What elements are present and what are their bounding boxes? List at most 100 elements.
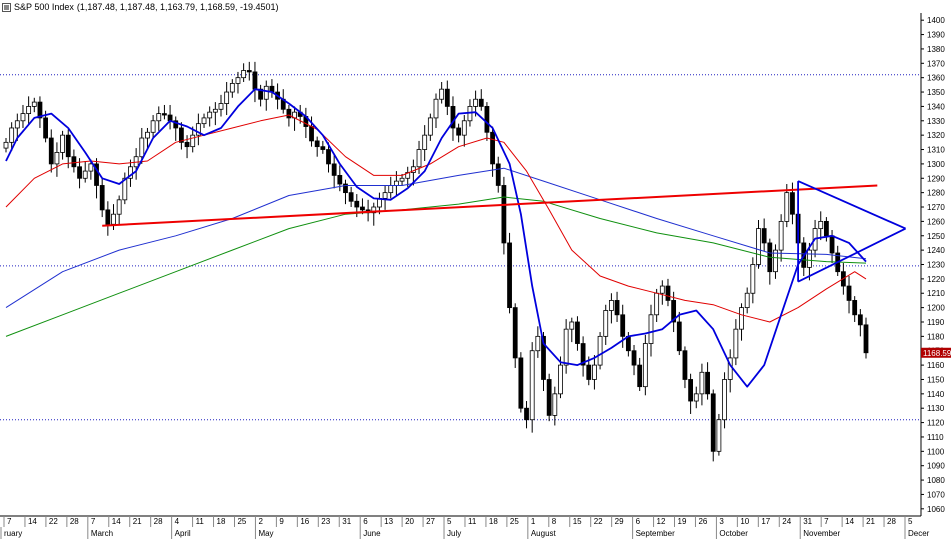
price-tag: 1168.59	[921, 347, 951, 358]
candle-up	[722, 379, 727, 421]
x-month-label: June	[363, 529, 381, 538]
candle-down	[575, 321, 580, 344]
x-tick-label: 1	[531, 517, 536, 526]
close-icon[interactable]	[2, 2, 11, 12]
y-tick-label: 1250	[927, 232, 945, 241]
sma-mid-red-line	[5, 114, 867, 323]
candle-up	[111, 213, 116, 225]
candle-up	[393, 180, 399, 186]
triangle-lower-trendline	[797, 227, 906, 283]
candle-up	[116, 199, 122, 215]
candle-up	[569, 321, 575, 330]
chart-title: S&P 500 Index	[14, 2, 74, 12]
candle-down	[360, 206, 365, 211]
candle-up	[535, 335, 541, 352]
candle-up	[756, 228, 761, 265]
candle-down	[77, 166, 82, 179]
candle-down	[343, 183, 348, 194]
y-tick-label: 1120	[927, 419, 945, 428]
y-tick-label: 1150	[927, 375, 945, 384]
candle-up	[9, 127, 15, 143]
candle-up	[592, 364, 597, 380]
x-tick-label: 9	[279, 517, 284, 526]
candle-up	[122, 177, 128, 201]
candle-up	[778, 220, 784, 251]
candle-up	[82, 170, 88, 179]
candle-down	[852, 300, 858, 316]
y-tick-label: 1280	[927, 189, 945, 198]
candle-down	[354, 200, 360, 208]
y-tick-label: 1350	[927, 88, 945, 97]
candle-down	[94, 163, 99, 186]
x-tick-label: 22	[594, 517, 603, 526]
x-tick-label: 18	[217, 517, 226, 526]
y-tick-label: 1370	[927, 59, 945, 68]
candle-up	[263, 85, 269, 100]
x-tick-label: 2	[258, 517, 263, 526]
candle-up	[422, 134, 428, 150]
candle-up	[733, 328, 739, 359]
candle-up	[659, 285, 665, 294]
candle-down	[495, 163, 501, 186]
x-tick-label: 10	[740, 517, 749, 526]
horizontal-levels	[0, 74, 921, 421]
y-tick-label: 1090	[927, 462, 945, 471]
candle-up	[20, 113, 26, 122]
candle-down	[105, 209, 111, 225]
candle-down	[665, 285, 671, 301]
x-tick-label: 28	[70, 517, 79, 526]
x-tick-label: 26	[698, 517, 707, 526]
x-month-label: Decer	[908, 529, 930, 538]
x-month-label: October	[719, 529, 748, 538]
candle-down	[444, 88, 450, 107]
x-tick-label: 7	[824, 517, 829, 526]
candle-down	[348, 192, 354, 202]
candle-down	[286, 108, 292, 119]
y-tick-label: 1300	[927, 160, 945, 169]
candle-down	[71, 156, 77, 168]
candle-up	[26, 106, 32, 114]
x-tick-label: 15	[573, 517, 582, 526]
x-tick-label: 11	[196, 517, 205, 526]
sma-fast-blue-line	[5, 88, 867, 388]
x-axis: 7 14 22 28 7 14 21 28 4 11 18 25 2 9 16 23 31 6 13 20 27 5 11 1…	[0, 516, 930, 539]
y-tick-label: 1190	[927, 318, 945, 327]
candle-up	[427, 117, 433, 136]
candle-down	[501, 185, 507, 244]
x-tick-label: 29	[615, 517, 624, 526]
x-tick-label: 20	[405, 517, 414, 526]
sma-slow-green-line	[5, 196, 867, 337]
candle-up	[399, 177, 405, 182]
x-tick-label: 27	[426, 517, 435, 526]
candle-up	[241, 70, 247, 79]
x-tick-label: 25	[510, 517, 519, 526]
x-tick-label: 25	[237, 517, 246, 526]
x-tick-label: 14	[845, 517, 854, 526]
candle-down	[518, 357, 524, 409]
candle-down	[710, 393, 716, 452]
candle-down	[625, 335, 631, 352]
x-tick-label: 6	[636, 517, 641, 526]
candle-up	[371, 206, 377, 214]
candle-up	[54, 152, 60, 165]
x-tick-label: 5	[908, 517, 913, 526]
candle-down	[688, 379, 694, 402]
price-tag-label: 1168.59	[923, 349, 951, 358]
candle-up	[807, 249, 812, 268]
candle-up	[716, 419, 722, 452]
candle-up	[416, 149, 422, 168]
candle-down	[823, 220, 829, 237]
x-tick-label: 28	[154, 517, 163, 526]
candle-up	[145, 131, 150, 139]
y-tick-label: 1290	[927, 174, 945, 183]
candle-down	[450, 106, 456, 129]
candle-down	[48, 137, 54, 165]
candle-down	[178, 127, 184, 143]
x-month-label: May	[258, 529, 273, 538]
candle-up	[552, 393, 558, 416]
candle-down	[863, 324, 869, 354]
candle-down	[524, 407, 529, 421]
x-tick-label: 8	[552, 517, 557, 526]
x-tick-label: 14	[112, 517, 121, 526]
